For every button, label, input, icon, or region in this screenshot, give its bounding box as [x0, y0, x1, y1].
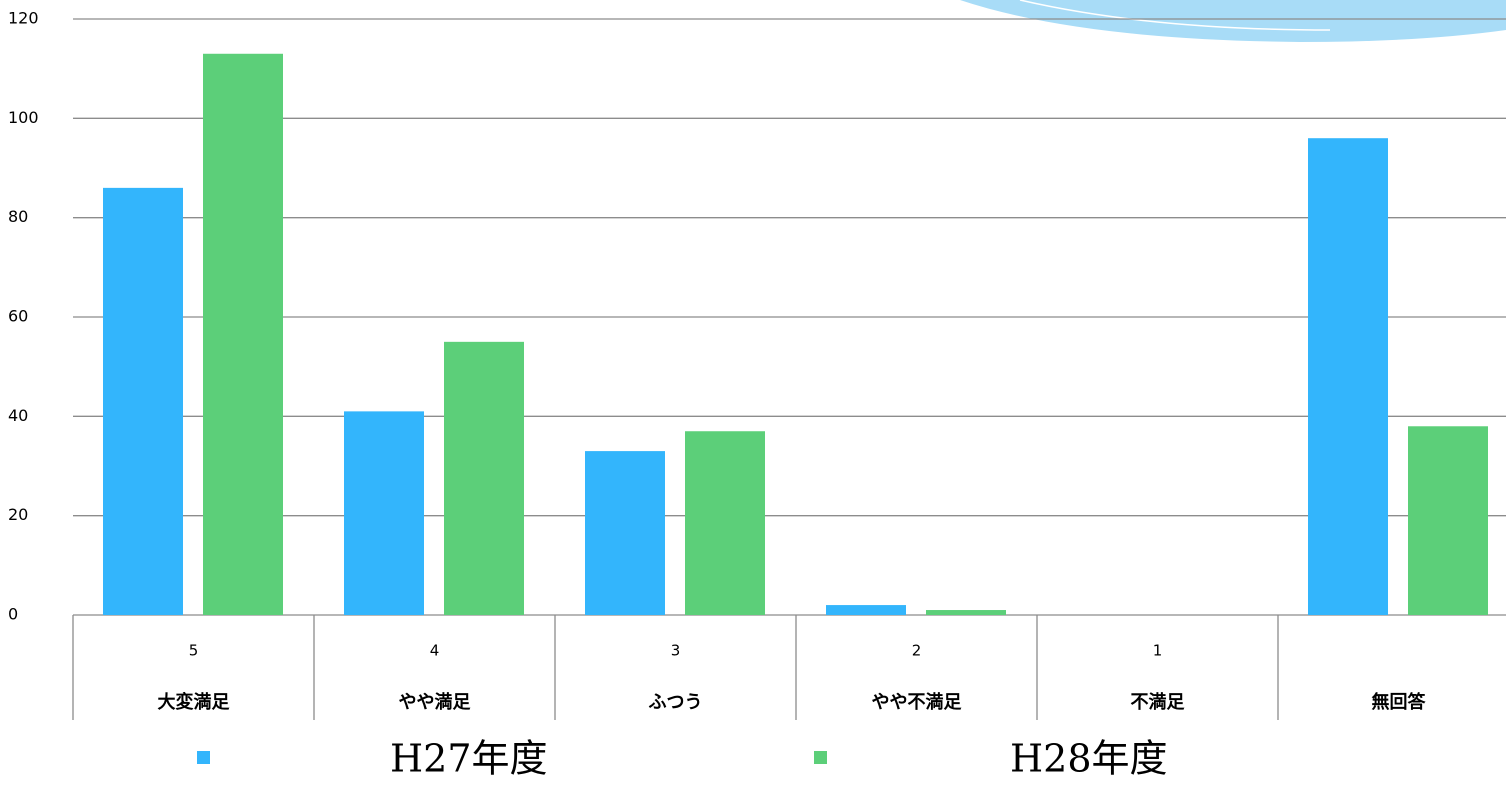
- y-tick-label: 0: [8, 605, 18, 624]
- legend-swatch: [197, 751, 210, 764]
- bar: [926, 610, 1006, 615]
- x-tick-number: 4: [430, 642, 440, 660]
- bar: [685, 431, 765, 615]
- bar: [826, 605, 906, 615]
- x-tick-label: やや不満足: [872, 691, 962, 713]
- bar: [444, 341, 524, 615]
- x-tick-label: ふつう: [649, 692, 703, 713]
- bar: [203, 53, 283, 616]
- y-tick-label: 100: [8, 108, 39, 127]
- legend-label: H27年度: [390, 737, 548, 781]
- x-tick-label: 不満足: [1131, 691, 1185, 713]
- bar: [344, 411, 424, 615]
- decoration: [960, 0, 1506, 42]
- y-tick-label: 80: [8, 207, 28, 226]
- x-tick-label: 無回答: [1372, 691, 1427, 713]
- y-tick-label: 20: [8, 505, 28, 524]
- decoration: [1019, 0, 1331, 31]
- bar: [585, 451, 665, 615]
- y-tick-label: 60: [8, 307, 28, 326]
- x-tick-label: やや満足: [399, 691, 471, 713]
- bar: [103, 187, 183, 615]
- x-tick-number: 2: [912, 642, 922, 660]
- legend-label: H28年度: [1010, 737, 1168, 781]
- y-tick-label: 120: [8, 9, 39, 28]
- y-tick-label: 40: [8, 406, 28, 425]
- bar: [1308, 138, 1388, 615]
- x-tick-number: 5: [189, 642, 199, 660]
- x-tick-number: 3: [671, 642, 681, 660]
- legend-swatch: [814, 751, 827, 764]
- x-tick-label: 大変満足: [158, 691, 230, 713]
- bar: [1408, 426, 1488, 615]
- x-tick-number: 1: [1153, 642, 1163, 660]
